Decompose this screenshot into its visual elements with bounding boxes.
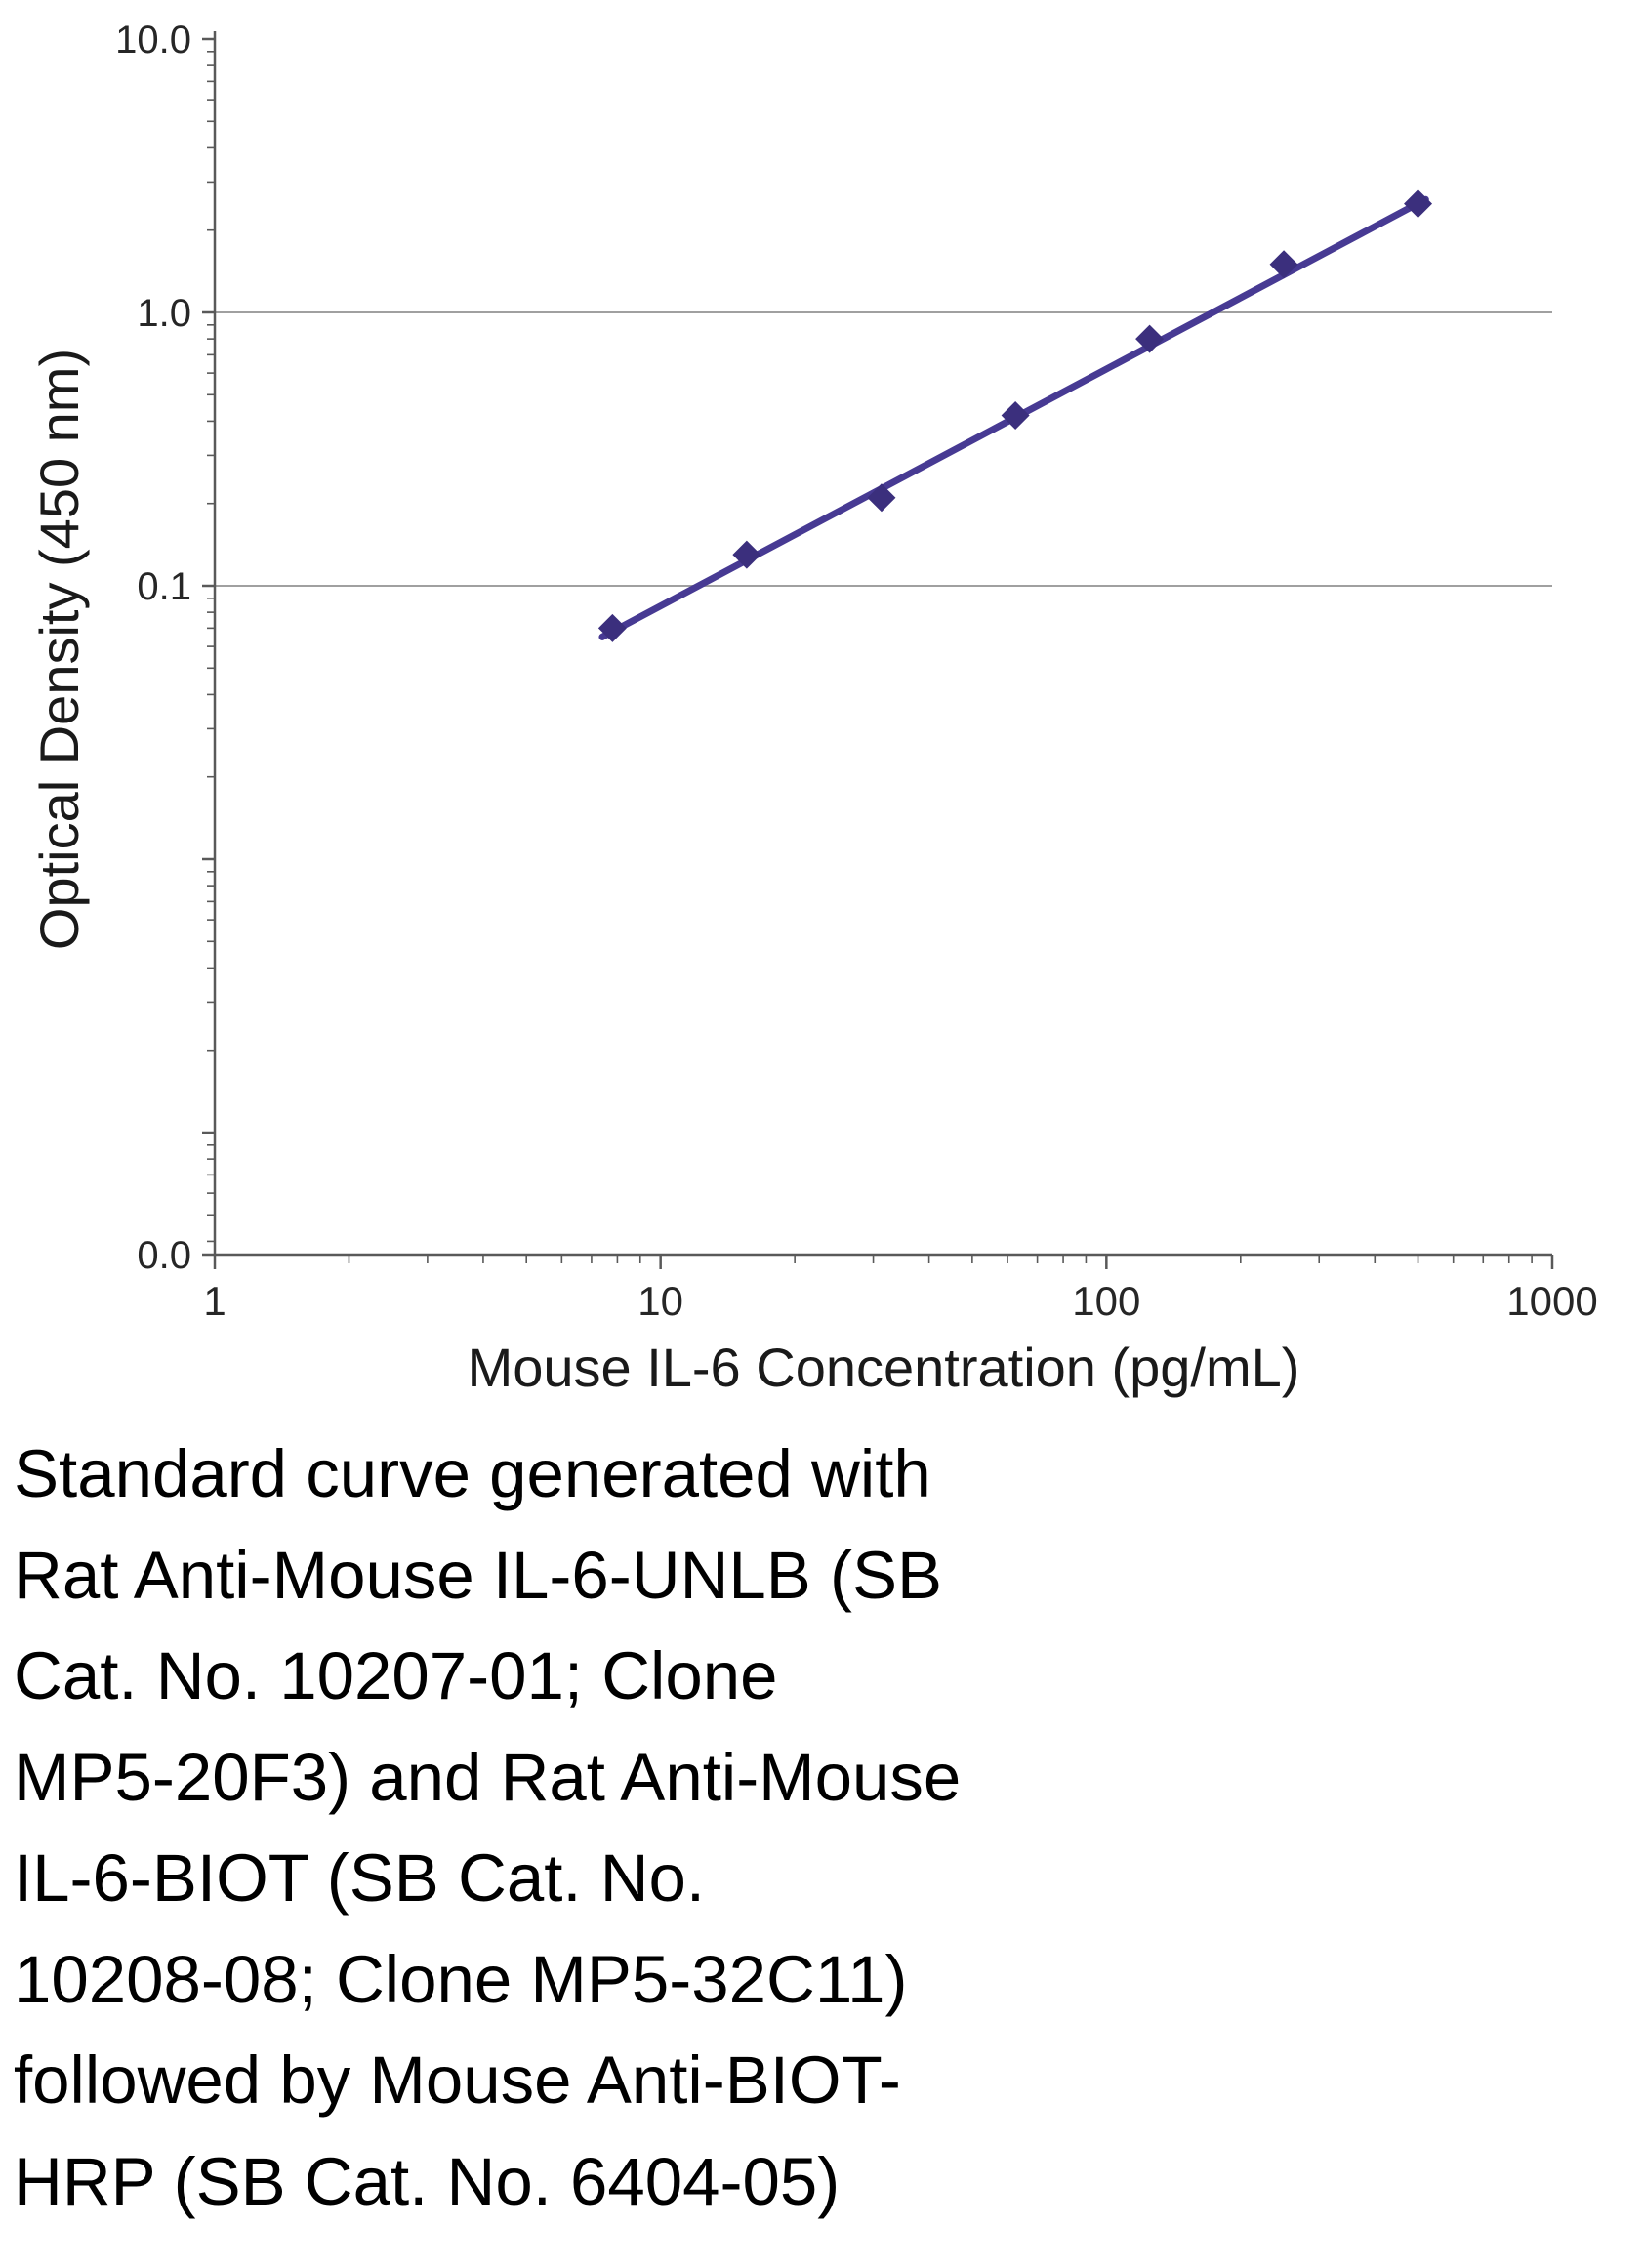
y-tick-label: 1.0 bbox=[137, 292, 191, 335]
y-axis-title: Optical Density (450 nm) bbox=[28, 348, 90, 951]
data-point bbox=[1001, 400, 1030, 430]
data-point bbox=[1404, 189, 1433, 219]
standard-curve-plot: 10.0 1.0 0.1 0.0 1 10 100 1000 bbox=[115, 19, 1598, 1324]
chart-area: 10.0 1.0 0.1 0.0 1 10 100 1000 Optical Density … bbox=[28, 19, 1598, 1398]
data-point bbox=[732, 540, 761, 569]
caption: Standard curve generated with Rat Anti-M… bbox=[14, 1436, 962, 2219]
x-tick-label: 10 bbox=[637, 1278, 683, 1324]
data-point bbox=[597, 613, 627, 642]
x-tick-label: 1000 bbox=[1506, 1278, 1597, 1324]
data-point bbox=[867, 483, 896, 513]
data-point bbox=[1135, 324, 1165, 353]
x-tick-label: 1 bbox=[203, 1278, 226, 1324]
y-tick-label: 10.0 bbox=[115, 19, 191, 62]
x-axis-title: Mouse IL-6 Concentration (pg/mL) bbox=[467, 1337, 1300, 1398]
data-point bbox=[1269, 250, 1298, 279]
x-tick-label: 100 bbox=[1072, 1278, 1140, 1324]
y-tick-label: 0.1 bbox=[137, 565, 191, 608]
y-tick-label: 0.0 bbox=[137, 1234, 191, 1277]
